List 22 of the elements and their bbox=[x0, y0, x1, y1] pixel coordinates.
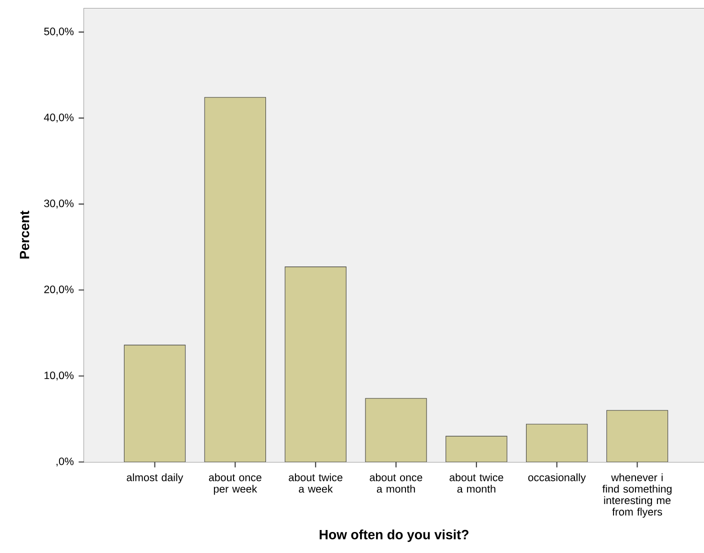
bar bbox=[526, 424, 588, 462]
y-tick-label: 30,0% bbox=[44, 200, 74, 208]
x-tick-label: about once a month bbox=[370, 473, 422, 493]
y-tick-label: 50,0% bbox=[44, 28, 74, 36]
y-tick-label: ,0% bbox=[56, 458, 74, 466]
bar bbox=[285, 266, 346, 462]
bar bbox=[204, 97, 266, 462]
bar bbox=[365, 398, 427, 462]
y-tick-label: 10,0% bbox=[44, 372, 74, 380]
y-tick-label: 40,0% bbox=[44, 114, 74, 122]
bar bbox=[446, 436, 507, 462]
bar bbox=[606, 410, 668, 462]
bar bbox=[124, 345, 186, 462]
x-tick-label: about once per week bbox=[208, 473, 262, 495]
x-tick-label: about twice a week bbox=[288, 473, 342, 493]
x-tick-label: occasionally bbox=[528, 473, 586, 484]
y-tick-label: 20,0% bbox=[44, 286, 74, 294]
x-tick-label: whenever i find something interesting me from flyers bbox=[602, 473, 672, 518]
x-tick-label: almost daily bbox=[126, 473, 184, 484]
x-axis-title: How often do you visit? bbox=[320, 530, 468, 542]
x-tick-label: about twice a month bbox=[450, 473, 504, 493]
y-axis-title: Percent bbox=[20, 210, 30, 259]
